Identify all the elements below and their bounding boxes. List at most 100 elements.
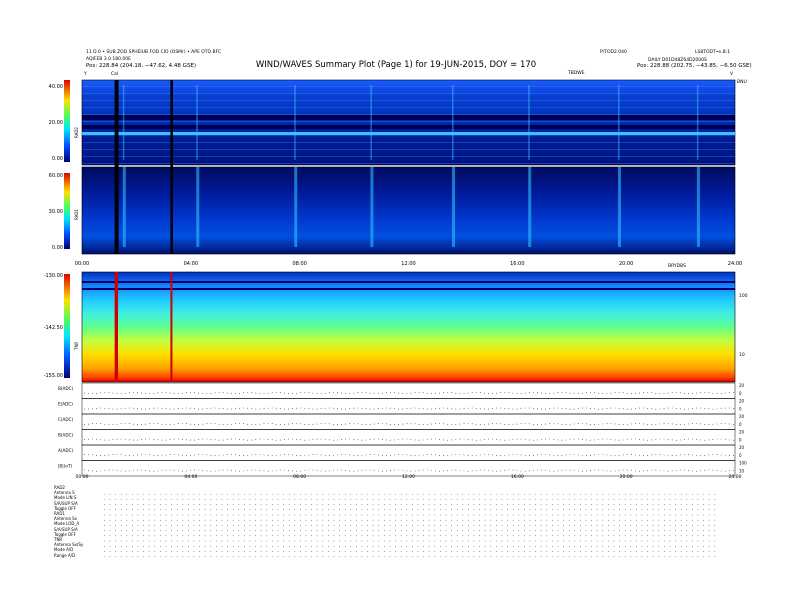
bottom-time-tick-6: 24:00 [729,474,742,480]
tnr-tick-top: -130.00 [43,273,63,279]
time-tick-2: 08:00 [292,261,306,267]
line-plot-frame-0 [81,382,736,399]
rad2-tick-top: 40.00 [48,84,63,90]
header-left-line2: AQIFEB 3.0 180.00E [86,57,131,62]
footer-row-12: Mode A/D [54,547,74,553]
burst-rad1-7 [696,167,700,247]
footer-row-1: Antenna S [54,490,75,496]
line-plot-right-2-0: 20 [739,414,745,419]
footer-row-0: RAD2 [54,485,65,490]
bottom-time-tick-0: 00:00 [76,474,89,480]
line-plot-trace-0 [84,392,734,394]
burst-rad2-5 [528,85,530,160]
line-plot-label-2: C(ADC) [58,417,74,422]
tnr-gap-1 [116,272,119,382]
line-plot-right-0-1: 0 [739,391,742,396]
time-tick-6: 24:00 [728,261,742,267]
rad2-colorbar [64,80,70,162]
burst-rad1-4 [452,167,456,247]
tnr-gap-2 [170,272,173,382]
burst-rad1-2 [294,167,298,247]
tnr-right-tick-10: 10 [739,353,745,358]
header-right-line3: DAILY D01D48Z64D2000S [648,58,707,63]
header-left-line3: Pos: 228.84 (204.18, −47.62, 4.48 GSE) [86,63,197,69]
rad1-colorbar [64,173,70,249]
burst-rad1-5 [528,167,532,247]
sub-right-b: BNU [737,80,747,85]
burst-rad1-1 [196,167,200,247]
burst-rad2-2 [294,85,296,160]
rad1-tick-top: 60.00 [48,173,63,179]
tnr-right-tick-100: 100 [739,294,748,299]
line-plot-right-3-0: 20 [739,430,745,435]
data-gaps [114,80,173,382]
page-title: WIND/WAVES Summary Plot (Page 1) for 19-… [255,60,537,70]
type-iii-bursts [122,85,700,247]
sub-cal: Cal [111,72,119,77]
sub-right-a: V [730,72,734,77]
footer-row-2: Mode LIN S [54,495,77,501]
tnr-right-label: BRYDBS [668,264,687,269]
line-plot-label-4: A(ADC) [58,448,74,453]
line-plot-right-1-1: 0 [739,407,742,412]
rad2-spectrogram [82,80,735,165]
line-plot-trace-4 [84,454,734,456]
rad2-tick-bot: 0.00 [51,156,63,162]
line-plot-right-1-0: 20 [739,399,745,404]
bottom-time-tick-5: 20:00 [620,474,633,480]
time-tick-5: 20:00 [619,261,633,267]
burst-rad2-7 [696,85,699,160]
data-gap-1 [116,80,119,254]
line-plot-right-4-0: 20 [739,445,745,450]
rad2-band-1 [82,115,735,120]
footer-row-13: Range A/D [54,552,76,558]
rad2-band-3 [82,132,735,135]
tnr-spectrogram [82,272,735,382]
line-plot-frame-2 [81,413,736,430]
burst-rad2-6 [618,85,620,160]
footer-row-3: S/A/SUP S/A [54,500,78,506]
line-plot-right-4-1: 0 [739,453,742,458]
line-plot-right-5-1: 10 [739,469,745,474]
sub-mid: TBDWE [568,71,585,76]
line-plot-trace-5 [84,469,734,472]
time-tick-3: 12:00 [401,261,415,267]
line-plot-trace-1 [84,407,734,410]
rad1-tick-bot: 0.00 [51,245,63,251]
header-left-line1: 11 D.0 • SUB ZOD SPHEIUB FOD CIO (OSMr) … [86,50,222,55]
header-right-line1: P/TOD2.040 [600,50,627,55]
burst-rad2-4 [452,85,454,160]
burst-rad2-1 [196,85,198,160]
tnr-colorbar [64,274,70,378]
time-tick-1: 04:00 [184,261,198,267]
time-tick-4: 16:00 [510,261,524,267]
data-gap-2 [170,80,173,254]
line-plot-label-3: B(ADC) [58,433,74,438]
footer-row-9: Toggle OFF [54,531,76,537]
header-right-line4: Pos: 228.88 (202.75, −43.85, −6.50 GSE) [637,63,752,69]
footer-row-4: Toggle OFF [54,505,76,511]
line-plots: B(ADC) 20 0 E(ADC) 20 0 C(ADC) 20 0 B(ADC) 20 0 A(AD… [58,382,747,477]
line-plot-frame-3 [81,429,736,446]
bottom-time-tick-1: 04:00 [184,474,197,480]
footer-row-5: RAD1 [54,511,65,516]
line-plot-frame-5 [81,460,736,477]
burst-rad1-3 [370,167,374,247]
rad1-tick-mid: 30.00 [48,209,63,215]
line-plot-label-1: E(ADC) [58,402,73,407]
tnr-tick-bot: -155.00 [43,373,63,379]
footer-row-6: Antenna Sx [54,516,77,522]
line-plot-right-0-0: 20 [739,383,745,388]
burst-rad1-0 [122,167,126,247]
line-plot-label-5: |B|(nT) [58,464,73,469]
rad2-tick-mid: 20.00 [48,120,63,126]
rad2-band-2 [82,125,735,129]
bottom-time-tick-3: 12:00 [402,474,415,480]
bottom-time-tick-4: 16:00 [511,474,524,480]
line-plot-right-5-0: 100 [739,461,747,466]
line-plot-trace-3 [84,438,734,441]
tnr-line-1 [82,281,735,283]
tnr-frame [81,271,736,383]
tnr-tick-mid: -142.50 [43,325,63,331]
